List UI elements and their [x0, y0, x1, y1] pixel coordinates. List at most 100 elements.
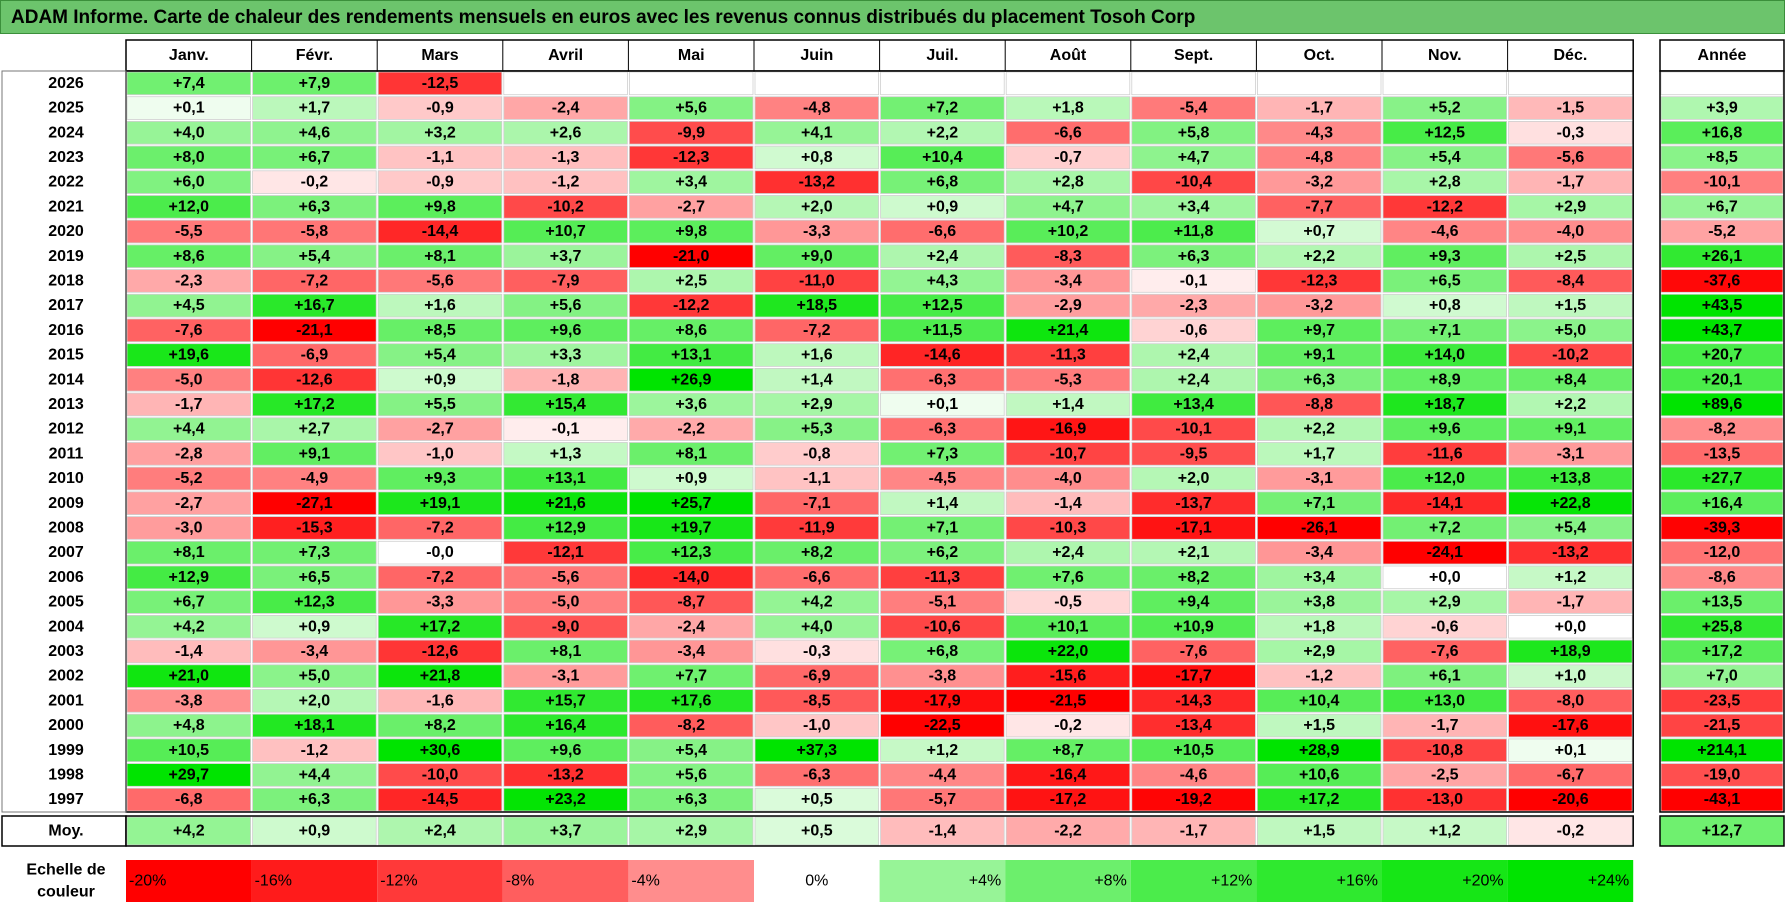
heat-cell-value: -5,6 — [426, 272, 454, 289]
heat-cell-value: -5,0 — [552, 594, 580, 611]
heat-cell-value: +1,0 — [1555, 668, 1587, 685]
heat-cell — [1257, 121, 1382, 145]
color-scale-label: couleur — [37, 884, 95, 901]
heat-cell — [1005, 195, 1131, 219]
heat-cell — [252, 195, 377, 219]
heat-cell — [1257, 689, 1382, 713]
color-scale-value: +16% — [1337, 873, 1378, 890]
heat-cell — [126, 590, 251, 614]
heat-cell-value: +8,1 — [424, 248, 456, 265]
heat-cell — [880, 713, 1005, 738]
heat-cell — [754, 318, 879, 343]
month-header-label: Nov. — [1428, 47, 1461, 64]
heat-cell-value: -0,9 — [426, 174, 454, 191]
heat-cell — [629, 121, 754, 145]
heat-cell-value: +8,4 — [1555, 371, 1587, 388]
heat-cell-value: +2,4 — [927, 248, 959, 265]
heat-cell-value: +7,3 — [299, 544, 331, 561]
heat-cell-value: +0,9 — [927, 198, 959, 215]
heat-cell-value: -10,3 — [1050, 519, 1087, 536]
heat-cell — [126, 244, 251, 268]
heat-cell-value: +9,1 — [299, 445, 331, 462]
heat-cell — [880, 269, 1005, 293]
heat-cell — [126, 466, 251, 491]
heat-cell — [1131, 318, 1256, 343]
month-header-label: Avril — [548, 47, 583, 64]
heat-cell-value: +5,4 — [1429, 149, 1461, 166]
color-scale-swatch — [754, 860, 880, 902]
average-cell-value: +1,2 — [1429, 823, 1461, 840]
heat-cell-value: +5,8 — [1178, 124, 1210, 141]
heat-cell — [126, 318, 251, 343]
average-cell-value: +0,5 — [801, 823, 833, 840]
heat-cell — [1005, 713, 1131, 738]
heat-cell-value: +13,8 — [1550, 470, 1591, 487]
annual-cell-value: +6,7 — [1706, 198, 1738, 215]
heat-cell — [503, 244, 628, 268]
heat-cell — [252, 318, 377, 343]
heat-cell — [629, 170, 754, 194]
heat-cell — [1005, 293, 1131, 318]
heat-cell — [754, 293, 879, 318]
heat-cell-value: -1,0 — [803, 717, 831, 734]
annual-cell — [1660, 787, 1784, 812]
heat-cell-value: +10,4 — [1299, 692, 1340, 709]
heat-cell-value: +13,1 — [545, 470, 586, 487]
year-label: 2021 — [48, 198, 84, 215]
heat-cell-value: -7,2 — [803, 322, 831, 339]
heat-cell — [503, 565, 628, 590]
heat-cell — [754, 615, 879, 639]
heat-cell-value: +8,6 — [173, 248, 205, 265]
annual-cell-value: -21,5 — [1704, 717, 1741, 734]
heat-cell-value: -20,6 — [1552, 791, 1589, 808]
heat-cell-value: -8,8 — [1305, 396, 1333, 413]
heat-cell — [1257, 763, 1382, 787]
heat-cell — [1382, 244, 1507, 268]
heat-cell — [1382, 195, 1507, 219]
heat-cell-value: +0,0 — [1429, 569, 1461, 586]
heat-cell — [1131, 343, 1256, 367]
heat-cell — [252, 689, 377, 713]
heat-cell — [880, 664, 1005, 688]
heat-cell-value: -1,4 — [1054, 495, 1082, 512]
heat-cell-value: +3,6 — [675, 396, 707, 413]
heat-cell — [1131, 170, 1256, 194]
heat-cell-value: -11,3 — [925, 569, 961, 586]
heat-cell — [377, 367, 503, 392]
heat-cell-value: +21,0 — [169, 668, 210, 685]
annual-cell — [1660, 96, 1784, 120]
heat-cell — [880, 417, 1005, 441]
heat-cell-value: +22,8 — [1550, 495, 1591, 512]
heat-cell — [1131, 565, 1256, 590]
heat-cell-value: +13,0 — [1425, 692, 1466, 709]
heat-cell — [629, 219, 754, 244]
heat-cell-value: +5,6 — [550, 297, 582, 314]
heat-cell — [1382, 713, 1507, 738]
heat-cell — [754, 343, 879, 367]
heat-cell — [629, 244, 754, 268]
heat-cell — [1005, 442, 1131, 466]
heat-cell — [1131, 367, 1256, 392]
heat-cell-value: -17,9 — [924, 692, 961, 709]
heat-cell-value: -2,7 — [175, 495, 203, 512]
heat-cell-value: +9,8 — [424, 198, 456, 215]
heat-cell — [754, 639, 879, 664]
heat-cell — [1131, 787, 1256, 812]
heat-cell — [880, 121, 1005, 145]
heat-cell-value: -3,4 — [1305, 544, 1333, 561]
heat-cell — [1005, 639, 1131, 664]
heat-cell-value: -10,7 — [1050, 445, 1087, 462]
year-label: 2016 — [48, 322, 84, 339]
heat-cell — [1508, 615, 1633, 639]
heat-cell — [629, 713, 754, 738]
average-cell-value: -0,2 — [1557, 823, 1585, 840]
heat-cell-value: -16,9 — [1050, 421, 1087, 438]
heat-cell-value: -13,7 — [1175, 495, 1212, 512]
heat-cell — [754, 367, 879, 392]
heat-cell-value: +1,5 — [1303, 717, 1335, 734]
heat-cell — [1508, 442, 1633, 466]
heat-cell — [377, 121, 503, 145]
heat-cell — [126, 689, 251, 713]
heat-cell-value: +16,7 — [294, 297, 335, 314]
heat-cell-value: -6,3 — [929, 421, 957, 438]
